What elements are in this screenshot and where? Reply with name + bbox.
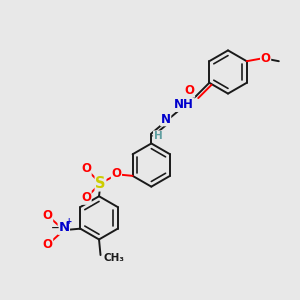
Text: O: O bbox=[43, 209, 52, 222]
Text: −: − bbox=[51, 223, 60, 233]
Text: NH: NH bbox=[174, 98, 194, 111]
Text: O: O bbox=[43, 238, 52, 251]
Text: O: O bbox=[111, 167, 122, 180]
Text: O: O bbox=[184, 84, 194, 97]
Text: O: O bbox=[261, 52, 271, 65]
Text: N: N bbox=[58, 221, 69, 234]
Text: CH₃: CH₃ bbox=[103, 253, 124, 263]
Text: O: O bbox=[81, 191, 91, 204]
Text: +: + bbox=[65, 217, 71, 226]
Text: O: O bbox=[81, 163, 91, 176]
Text: N: N bbox=[161, 113, 171, 126]
Text: S: S bbox=[95, 176, 106, 191]
Text: H: H bbox=[154, 131, 162, 141]
